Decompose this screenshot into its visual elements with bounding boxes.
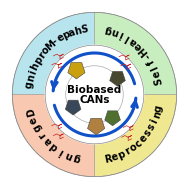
Text: a: a [67, 27, 77, 39]
Text: e: e [137, 133, 149, 144]
Text: g: g [32, 122, 44, 133]
Text: -: - [143, 51, 153, 60]
Text: i: i [57, 146, 65, 156]
Text: n: n [151, 110, 163, 120]
Text: R: R [103, 153, 113, 164]
Text: p: p [32, 55, 44, 66]
Text: a: a [128, 35, 139, 47]
Circle shape [45, 45, 144, 144]
Text: S: S [153, 76, 164, 85]
Text: e: e [28, 115, 40, 125]
Text: p: p [61, 29, 72, 41]
Text: g: g [24, 80, 35, 89]
Wedge shape [12, 12, 94, 94]
Text: s: s [146, 122, 157, 132]
Text: p: p [116, 149, 126, 161]
Wedge shape [12, 94, 94, 177]
Text: CANs: CANs [79, 95, 110, 105]
Text: h: h [29, 61, 41, 71]
Text: f: f [146, 57, 157, 66]
Text: i: i [149, 118, 160, 125]
Text: l: l [149, 64, 160, 71]
Text: l: l [123, 32, 131, 43]
Text: H: H [137, 44, 150, 57]
Text: d: d [49, 140, 60, 153]
Text: s: s [142, 128, 153, 138]
Text: g: g [72, 152, 81, 163]
Text: r: r [37, 130, 48, 140]
Text: e: e [151, 70, 163, 79]
Text: h: h [74, 25, 83, 36]
Text: e: e [55, 32, 66, 44]
Text: n: n [64, 149, 74, 161]
Text: M: M [43, 39, 57, 53]
Text: o: o [128, 142, 139, 154]
Text: D: D [25, 107, 37, 117]
Text: i: i [27, 69, 38, 75]
Wedge shape [94, 94, 177, 177]
Text: i: i [118, 29, 125, 40]
Text: e: e [110, 151, 119, 163]
Text: a: a [42, 135, 54, 147]
Text: S: S [80, 24, 89, 35]
Text: Biobased: Biobased [67, 85, 122, 95]
Text: n: n [25, 74, 36, 83]
Text: g: g [104, 25, 113, 36]
Text: r: r [123, 146, 132, 157]
Text: c: c [133, 138, 144, 149]
Wedge shape [94, 12, 177, 94]
Text: r: r [36, 50, 47, 60]
Text: -: - [51, 36, 60, 47]
Text: n: n [110, 26, 120, 38]
Text: g: g [153, 104, 164, 113]
Text: o: o [40, 45, 52, 56]
Circle shape [66, 66, 123, 123]
Text: e: e [133, 40, 144, 52]
